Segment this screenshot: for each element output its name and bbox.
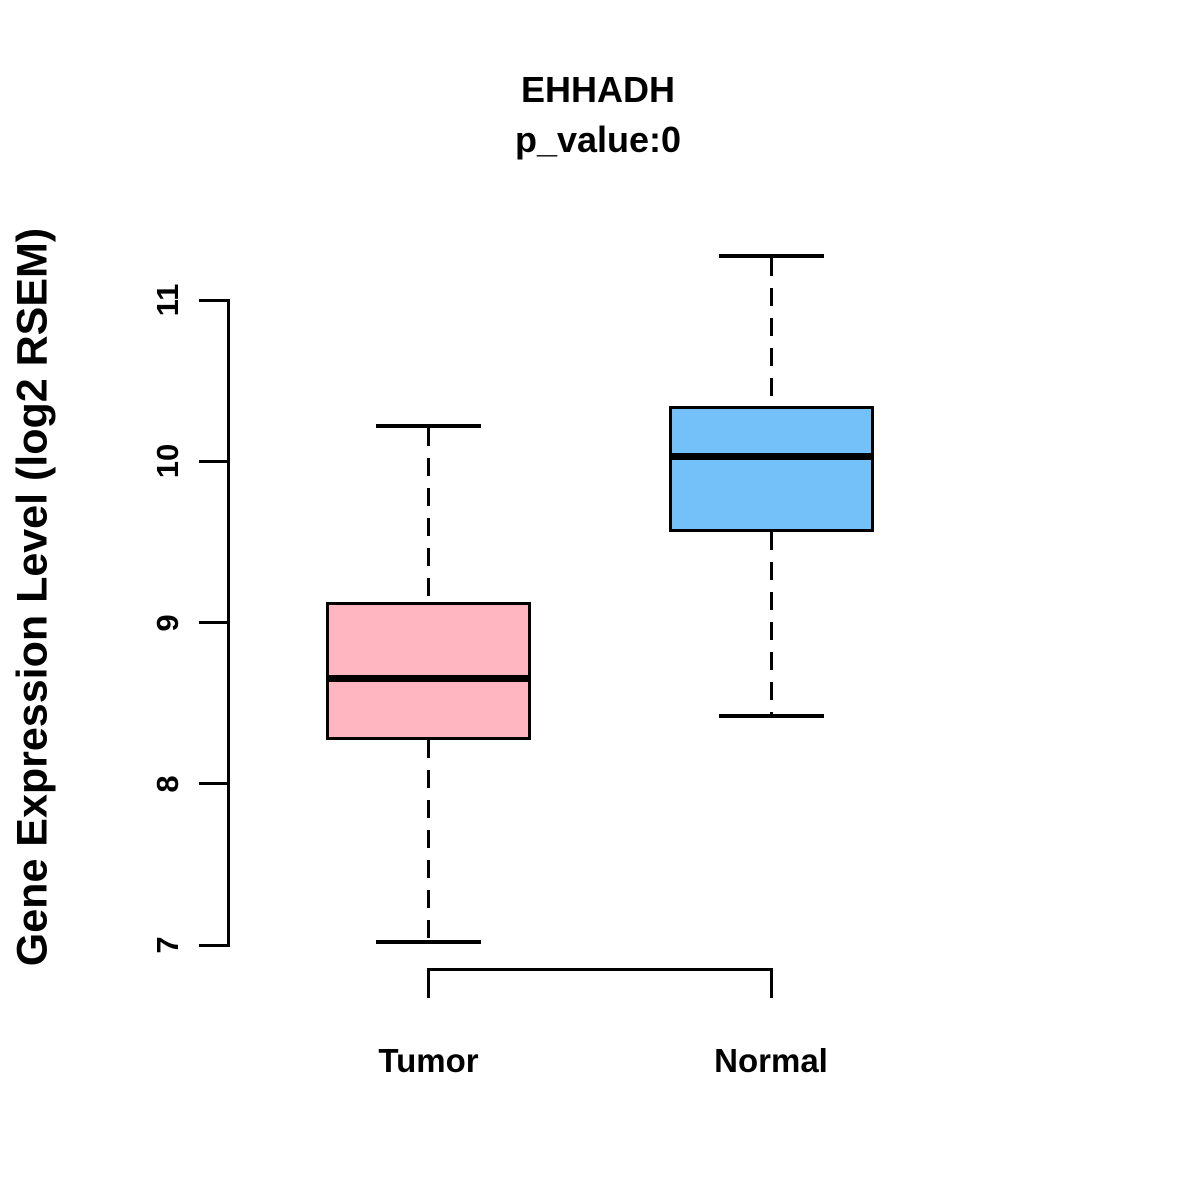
y-tick-label: 10 [150,444,185,479]
whisker-upper [427,427,430,602]
x-axis-line [427,967,773,971]
y-tick-mark [199,459,227,463]
whisker-lower [427,740,430,940]
y-tick-label: 9 [150,613,185,632]
y-tick-mark [199,782,227,786]
box-normal [668,406,874,533]
chart-subtitle: p_value:0 [514,119,682,160]
y-tick-label: 8 [150,775,185,793]
median-tumor [326,675,531,683]
whisker-cap-lower [376,939,481,944]
box-tumor [326,601,531,741]
y-tick-mark [199,621,227,624]
whisker-upper [769,258,773,407]
whisker-lower [769,532,773,714]
whisker-cap-lower [718,714,824,719]
y-tick-mark [199,298,227,302]
x-tick-mark [769,969,773,998]
x-tick-mark [427,969,430,998]
y-axis-title: Gene Expression Level (log2 RSEM) [8,227,57,967]
whisker-cap-upper [376,423,481,428]
chart-title: EHHADH [520,69,675,110]
y-axis-line [227,298,230,947]
y-tick-label: 7 [150,936,185,954]
y-tick-label: 11 [150,283,185,317]
y-tick-mark [199,943,227,947]
x-category-label-tumor: Tumor [378,1042,479,1079]
median-normal [668,452,874,460]
x-category-label-normal: Normal [714,1042,828,1079]
whisker-cap-upper [718,254,824,259]
